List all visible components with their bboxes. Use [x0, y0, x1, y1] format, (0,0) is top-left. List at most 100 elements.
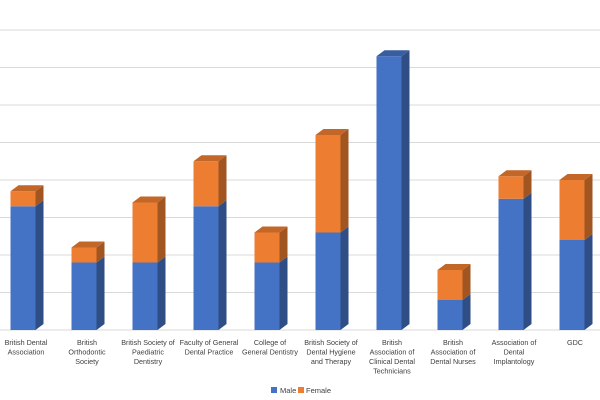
bar-female-2 [132, 196, 166, 263]
bar-front [315, 232, 341, 330]
category-label: British Dental Association [5, 338, 48, 357]
bar-male-7 [437, 294, 471, 330]
bar-side [218, 200, 227, 330]
category-label-line: Implantology [494, 357, 535, 366]
bar-male-8 [498, 192, 532, 330]
bar-female-5 [315, 129, 349, 233]
category-label: Faculty of General Dental Practice [180, 338, 239, 357]
bar-top [315, 129, 349, 135]
bar-top [132, 196, 166, 203]
category-label-line: and Therapy [311, 357, 352, 366]
category-label-line: Clinical Dental [369, 357, 415, 366]
bar-side [462, 264, 471, 300]
bar-side [157, 256, 166, 330]
bar-side [584, 174, 593, 240]
category-label-line: Association of [431, 348, 476, 357]
bar-front [132, 262, 158, 330]
bar-front [10, 206, 36, 330]
bar-side [279, 256, 288, 330]
bar-side [35, 200, 44, 330]
bar-front [254, 262, 280, 330]
bar-male-2 [132, 256, 166, 330]
category-label-line: British [77, 338, 97, 347]
category-label-line: Dental [504, 348, 525, 357]
category-label-line: Dentistry [134, 357, 163, 366]
bar-front [193, 161, 219, 207]
bar-female-8 [498, 170, 532, 199]
category-label-line: Association [8, 348, 45, 357]
bar-female-7 [437, 264, 471, 300]
bar-side [35, 185, 44, 207]
bar-side [584, 234, 593, 330]
category-label-line: Orthodontic [68, 348, 106, 357]
category-label-line: Dental Nurses [430, 357, 476, 366]
bar-male-0 [10, 200, 44, 330]
bar-male-6 [376, 50, 410, 330]
bar-side [218, 155, 227, 207]
bar-front [559, 240, 585, 330]
category-label-line: Dental Hygiene [306, 348, 355, 357]
category-label-line: British Society of [121, 338, 175, 347]
category-label: British Society of Dental Hygiene and Ther… [304, 338, 358, 366]
bar-top [71, 241, 105, 248]
bar-front [559, 180, 585, 240]
legend: Male Female [271, 386, 331, 395]
bar-top [254, 226, 288, 233]
bar-female-4 [254, 226, 288, 263]
bar-side [96, 241, 105, 263]
category-label-line: British [382, 338, 402, 347]
bar-front [437, 270, 463, 300]
legend-swatch-female [298, 387, 304, 393]
bar-female-3 [193, 155, 227, 207]
bar-front [254, 232, 280, 263]
bar-front [71, 262, 97, 330]
bar-male-3 [193, 200, 227, 330]
bar-front [10, 191, 36, 207]
bar-front [132, 202, 158, 263]
category-label: College of General Dentistry [242, 338, 298, 357]
category-label-line: Dental Practice [185, 348, 234, 357]
bar-top [498, 170, 532, 177]
category-label-line: British [443, 338, 463, 347]
category-label-line: General Dentistry [242, 348, 298, 357]
bar-side [279, 226, 288, 263]
bar-side [157, 196, 166, 263]
legend-label-female: Female [306, 386, 331, 395]
category-label: GDC [567, 338, 583, 347]
bar-side [340, 226, 349, 330]
category-label-line: Paediatric [132, 348, 164, 357]
category-label: British Association of Clinical Dental Tech… [369, 338, 415, 376]
bar-male-5 [315, 226, 349, 330]
category-label-line: Association of [492, 338, 537, 347]
category-label: British Association of Dental Nurses [430, 338, 476, 366]
category-label-line: College of [254, 338, 286, 347]
bar-top [559, 174, 593, 180]
bar-side [462, 294, 471, 330]
legend-swatch-male [271, 387, 277, 393]
category-label-line: Faculty of General [180, 338, 239, 347]
bar-side [96, 256, 105, 330]
bar-front [71, 247, 97, 263]
category-label-line: Association of [370, 348, 415, 357]
category-label: British Society of Paediatric Dentistry [121, 338, 175, 366]
category-label: British Orthodontic Society [68, 338, 106, 366]
category-label-line: British Society of [304, 338, 358, 347]
bar-side [523, 170, 532, 199]
bar-female-1 [71, 241, 105, 263]
bar-top [10, 185, 44, 192]
bar-side [340, 129, 349, 233]
bar-front [315, 135, 341, 233]
category-label-line: Society [75, 357, 99, 366]
bar-top [193, 155, 227, 162]
bar-front [376, 56, 402, 330]
category-label-line: Technicians [373, 367, 411, 376]
bar-front [193, 206, 219, 330]
bar-male-9 [559, 234, 593, 330]
bar-front [498, 198, 524, 330]
category-label-line: GDC [567, 338, 583, 347]
bar-female-9 [559, 174, 593, 240]
bars [10, 50, 593, 330]
category-label: Association of Dental Implantology [492, 338, 537, 366]
